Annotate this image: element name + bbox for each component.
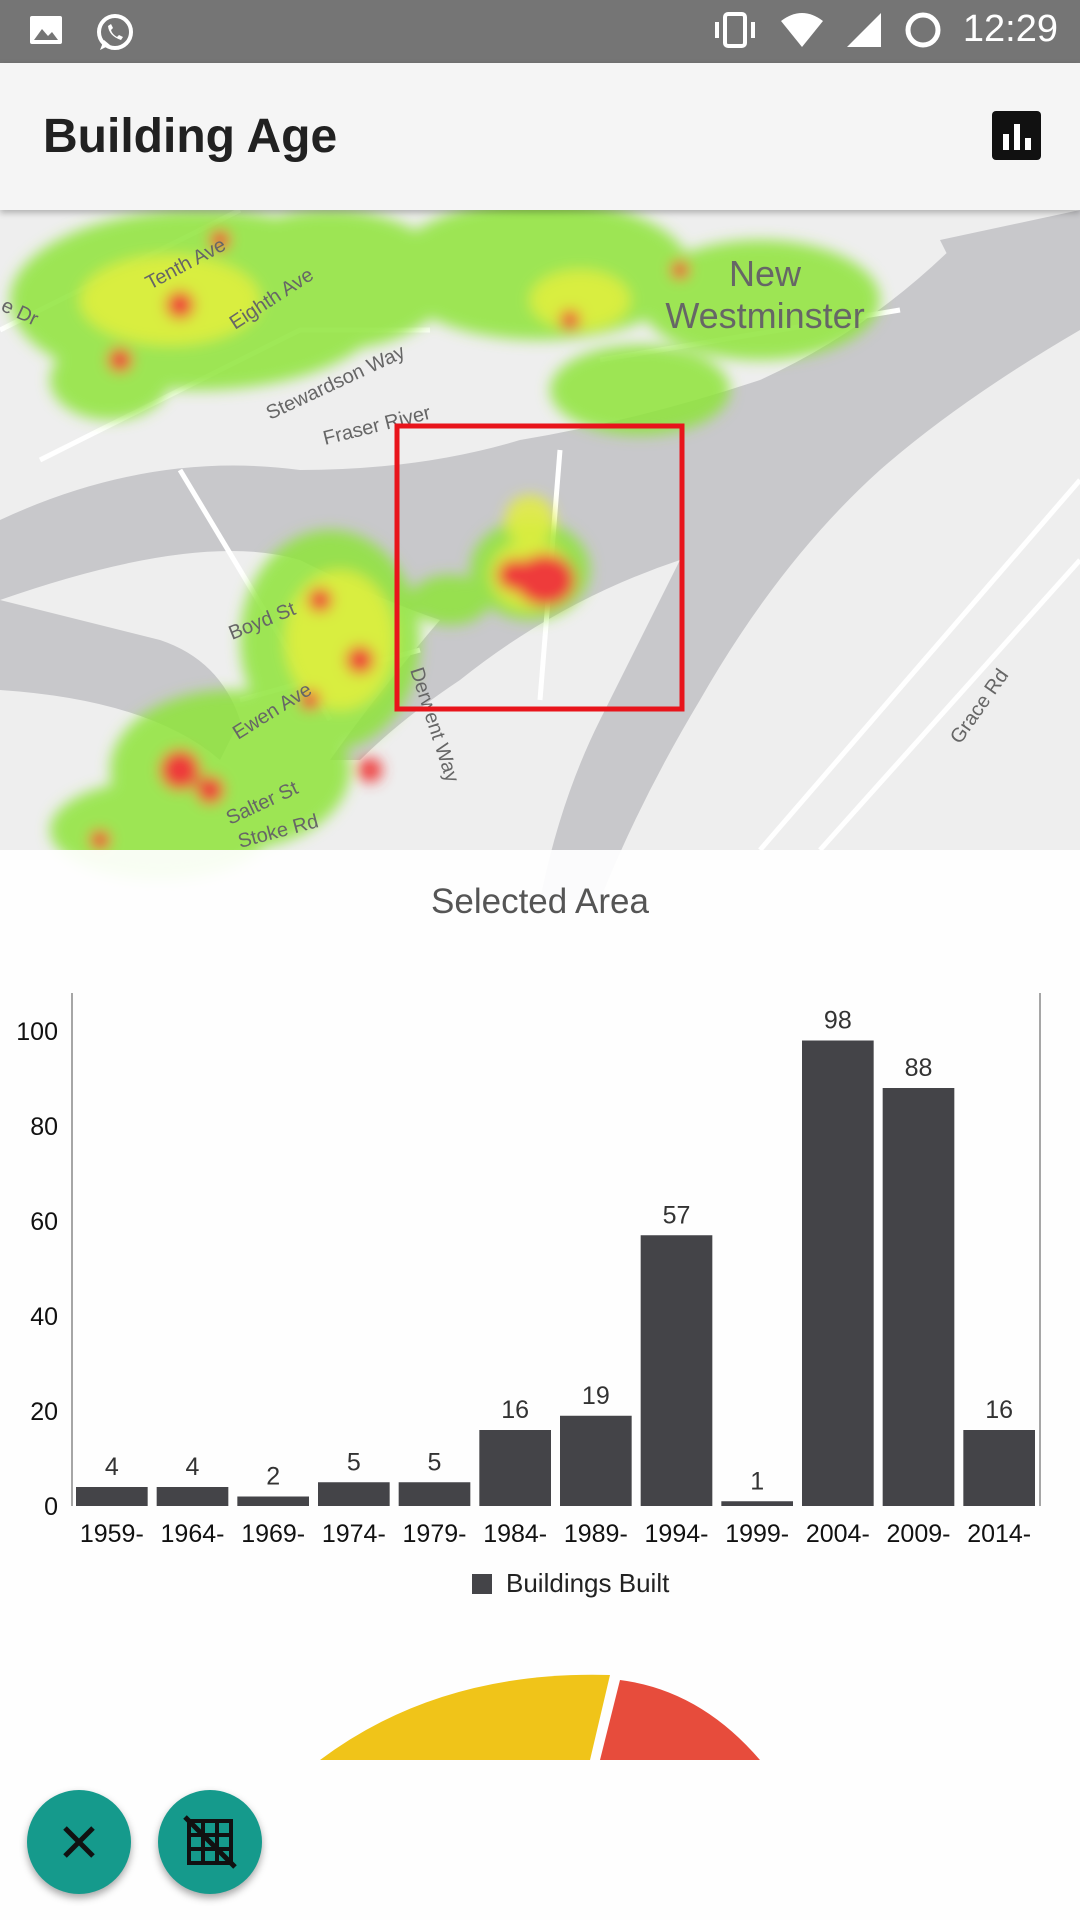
gauge-yellow-segment xyxy=(320,1674,610,1760)
map-label-westminster: Westminster xyxy=(665,295,864,336)
vibrate-icon xyxy=(714,11,755,48)
bar-value-label: 19 xyxy=(582,1382,610,1410)
x-tick-label: 2014- xyxy=(967,1520,1031,1548)
y-tick-label: 20 xyxy=(30,1398,58,1426)
chart-legend: Buildings Built xyxy=(472,1568,669,1599)
status-time: 12:29 xyxy=(962,8,1058,50)
x-tick-label: 1989- xyxy=(564,1520,628,1548)
bar-chart-icon[interactable] xyxy=(992,111,1041,160)
bar-value-label: 2 xyxy=(266,1463,280,1491)
sync-icon xyxy=(905,12,941,47)
x-tick-label: 1969- xyxy=(241,1520,305,1548)
legend-swatch xyxy=(472,1573,492,1594)
bar-value-label: 4 xyxy=(186,1453,200,1481)
chart-bar xyxy=(398,1482,471,1506)
chart-bar xyxy=(560,1415,632,1506)
map-label-new: New xyxy=(729,253,802,294)
gauge-chart xyxy=(320,1674,760,1760)
bar-value-label: 98 xyxy=(824,1007,852,1035)
chart-bar xyxy=(640,1235,713,1506)
panel-title: Selected Area xyxy=(431,882,649,921)
chart-bar xyxy=(76,1487,148,1506)
image-icon xyxy=(30,16,62,44)
bar-value-label: 16 xyxy=(985,1396,1013,1424)
bar-value-label: 88 xyxy=(905,1054,933,1082)
y-tick-label: 0 xyxy=(44,1493,58,1521)
x-tick-label: 1999- xyxy=(725,1520,789,1548)
y-tick-label: 40 xyxy=(30,1303,58,1331)
x-tick-label: 1979- xyxy=(403,1520,467,1548)
chart-bar xyxy=(802,1040,874,1506)
selection-rectangle[interactable] xyxy=(394,423,685,712)
wifi-icon xyxy=(780,12,823,47)
page-title: Building Age xyxy=(43,110,338,163)
legend-label: Buildings Built xyxy=(506,1568,670,1598)
chart-bar xyxy=(963,1430,1035,1506)
y-tick-label: 60 xyxy=(30,1208,58,1236)
bar-value-label: 5 xyxy=(347,1448,361,1476)
x-tick-label: 1959- xyxy=(80,1520,144,1548)
close-fab[interactable] xyxy=(27,1790,131,1894)
chart-bar xyxy=(882,1088,955,1506)
bar-chart: 0 20 40 60 80 100 4 1959- 4 1964- 2 1969- 5 1974- 5 197… xyxy=(16,993,1041,1548)
grid-toggle-fab[interactable] xyxy=(158,1790,262,1894)
bar-value-label: 4 xyxy=(105,1453,119,1481)
x-tick-label: 1964- xyxy=(161,1520,225,1548)
chart-bar xyxy=(156,1487,229,1506)
close-icon xyxy=(63,1826,95,1858)
status-bar: 12:29 xyxy=(0,0,1080,63)
bar-value-label: 5 xyxy=(428,1448,442,1476)
y-tick-label: 80 xyxy=(30,1113,58,1141)
signal-icon xyxy=(846,12,881,47)
bar-value-label: 1 xyxy=(750,1467,764,1495)
x-tick-label: 2004- xyxy=(806,1520,870,1548)
chart-bar xyxy=(237,1496,309,1506)
app-bar: Building Age xyxy=(0,63,1080,210)
gauge-red-segment xyxy=(600,1680,760,1760)
whatsapp-icon xyxy=(97,14,133,50)
chart-bar xyxy=(318,1482,390,1506)
x-tick-label: 1994- xyxy=(645,1520,709,1548)
bar-value-label: 57 xyxy=(663,1201,691,1229)
y-tick-label: 100 xyxy=(16,1018,58,1046)
x-tick-label: 2009- xyxy=(887,1520,951,1548)
bar-value-label: 16 xyxy=(501,1396,529,1424)
chart-bar xyxy=(721,1501,793,1506)
x-tick-label: 1974- xyxy=(322,1520,386,1548)
x-tick-label: 1984- xyxy=(483,1520,547,1548)
grid-off-icon xyxy=(183,1815,237,1869)
chart-bar xyxy=(479,1430,551,1506)
